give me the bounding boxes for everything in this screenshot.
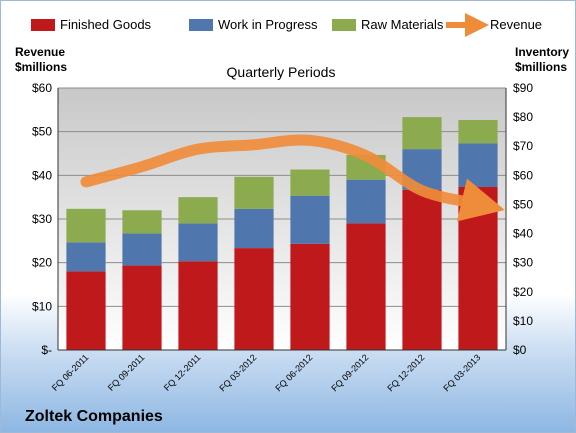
legend-label: Finished Goods (60, 17, 152, 32)
bar-finished-goods (346, 223, 386, 350)
left-axis-label-line1: Revenue (15, 45, 65, 59)
bar-finished-goods (234, 248, 274, 350)
bar-work-in-progress (122, 233, 162, 266)
right-tick-label: $0 (513, 343, 527, 357)
bar-finished-goods (290, 243, 330, 350)
left-tick-label: $- (41, 343, 52, 357)
legend-label: Raw Materials (361, 17, 444, 32)
bar-raw-materials (458, 120, 498, 144)
right-tick-label: $80 (513, 110, 533, 124)
bar-raw-materials (290, 169, 330, 196)
x-tick-labels: FQ 06-2011 FQ 09-2011 FQ 12-2011 FQ 03-2012… (50, 352, 483, 393)
bar-finished-goods (122, 265, 162, 350)
right-tick-label: $90 (513, 81, 533, 95)
chart-subtitle: Quarterly Periods (227, 64, 336, 80)
x-tick-label: FQ 09-2011 (106, 352, 147, 393)
revenue-line (80, 134, 505, 222)
bar-raw-materials (178, 197, 218, 224)
bar-finished-goods (66, 271, 106, 350)
right-tick-label: $70 (513, 139, 533, 153)
bar-raw-materials (122, 210, 162, 234)
company-name: Zoltek Companies (25, 408, 163, 425)
right-tick-label: $60 (513, 168, 533, 182)
revenue-line-path (80, 134, 505, 222)
bars (66, 117, 498, 350)
right-tick-label: $40 (513, 227, 533, 241)
left-tick-label: $10 (32, 299, 52, 313)
legend-label: Work in Progress (218, 17, 318, 32)
legend-swatch (31, 19, 55, 31)
bar-work-in-progress (66, 242, 106, 272)
bar-raw-materials (234, 176, 274, 209)
right-axis-label-line1: Inventory (515, 45, 569, 59)
x-tick-label: FQ 06-2011 (50, 352, 91, 393)
bar-raw-materials (66, 208, 106, 243)
axes (57, 88, 507, 351)
right-tick-label: $50 (513, 197, 533, 211)
bar-work-in-progress (458, 143, 498, 187)
bar-finished-goods (178, 261, 218, 350)
right-axis-label-line2: $millions (515, 60, 567, 74)
bar-work-in-progress (178, 223, 218, 262)
left-tick-label: $40 (32, 168, 52, 182)
legend-label: Revenue (490, 17, 542, 32)
bar-raw-materials (402, 117, 442, 150)
chart-legend: Finished Goods Work in Progress Raw Materi… (31, 13, 542, 37)
x-tick-label: FQ 03-2013 (441, 352, 482, 393)
left-tick-labels: $- $10 $20 $30 $40 $50 $60 (32, 81, 52, 357)
right-tick-label: $30 (513, 256, 533, 270)
x-tick-label: FQ 06-2012 (273, 352, 314, 393)
bar-finished-goods (458, 186, 498, 350)
bar-work-in-progress (290, 195, 330, 244)
legend-swatch (332, 19, 356, 31)
left-tick-label: $20 (32, 256, 52, 270)
bar-work-in-progress (346, 179, 386, 224)
bar-work-in-progress (234, 208, 274, 249)
x-tick-label: FQ 03-2012 (217, 352, 258, 393)
left-tick-label: $50 (32, 125, 52, 139)
x-tick-label: FQ 09-2012 (329, 352, 370, 393)
right-tick-label: $10 (513, 314, 533, 328)
legend-swatch (189, 19, 213, 31)
x-tick-label: FQ 12-2012 (385, 352, 426, 393)
left-tick-label: $60 (32, 81, 52, 95)
left-axis-label-line2: $millions (15, 60, 67, 74)
x-tick-label: FQ 12-2011 (162, 352, 203, 393)
bar-finished-goods (402, 189, 442, 350)
left-tick-label: $30 (32, 212, 52, 226)
right-tick-labels: $0 $10 $20 $30 $40 $50 $60 $70 $80 $90 (513, 81, 533, 357)
right-tick-label: $20 (513, 285, 533, 299)
